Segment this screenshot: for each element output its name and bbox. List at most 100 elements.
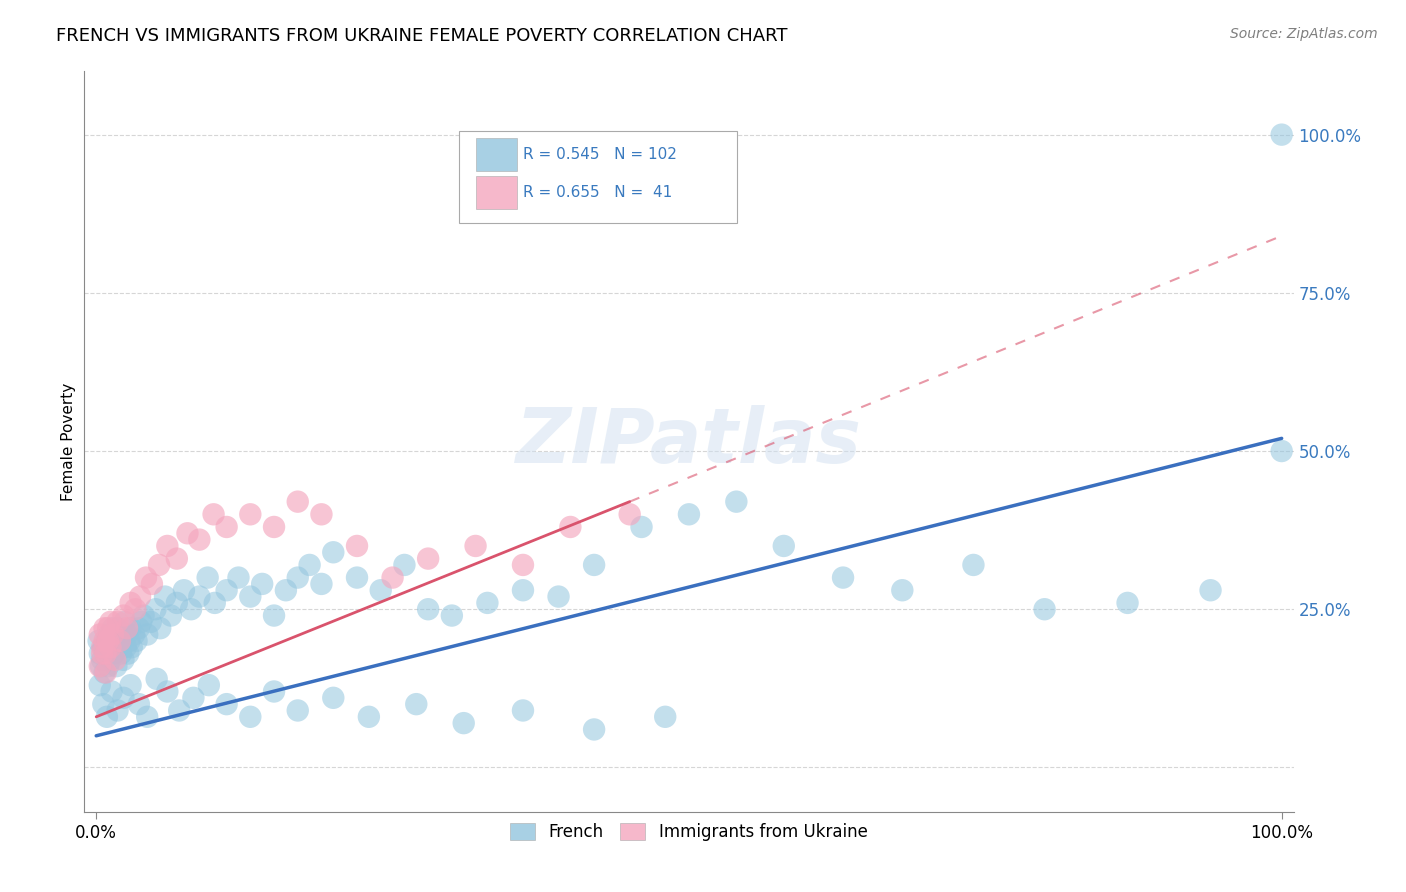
Point [107,703,129,717]
Point [124,602,146,616]
Point [93,633,115,648]
Point [115,627,138,641]
Point [891,583,914,598]
Point [464,539,486,553]
Point [311,508,333,522]
Point [204,596,226,610]
Point [197,571,219,585]
Point [381,571,404,585]
Point [107,615,129,629]
Point [111,633,134,648]
Point [132,608,155,623]
Point [370,583,392,598]
Point [1116,596,1139,610]
Point [166,596,188,610]
Point [311,577,333,591]
Point [160,608,183,623]
Point [188,590,211,604]
Point [287,703,309,717]
Point [135,571,157,585]
Point [145,672,167,686]
Point [129,590,152,604]
Point [198,678,221,692]
Point [101,627,124,641]
Y-axis label: Female Poverty: Female Poverty [60,383,76,500]
FancyBboxPatch shape [477,177,517,209]
Point [263,608,285,623]
Point [112,653,135,667]
Point [346,571,368,585]
Point [103,647,125,661]
Point [100,640,122,655]
Point [630,520,652,534]
Point [287,494,309,508]
Point [215,520,238,534]
Point [583,558,606,572]
Point [93,665,115,680]
FancyBboxPatch shape [460,130,737,223]
Point [263,684,285,698]
Text: R = 0.545   N = 102: R = 0.545 N = 102 [523,147,678,161]
Point [120,678,142,692]
Point [274,583,297,598]
Point [108,627,131,641]
Point [215,697,238,711]
Point [440,608,463,623]
Point [239,590,262,604]
Point [93,621,115,635]
Point [89,647,111,661]
Point [156,684,179,698]
Point [322,690,344,705]
Point [145,602,167,616]
Point [118,633,141,648]
Point [91,640,114,655]
Point [121,640,143,655]
Point [91,697,114,711]
Point [239,710,262,724]
Point [128,697,150,711]
Point [91,640,114,655]
Point [173,583,195,598]
Point [153,590,176,604]
Point [101,621,124,635]
Point [89,659,111,673]
Point [136,627,159,641]
Point [91,647,114,661]
Text: ZIPatlas: ZIPatlas [516,405,862,478]
Point [97,659,120,673]
Point [139,615,162,629]
Point [148,558,170,572]
Point [100,640,122,655]
Point [772,539,794,553]
Legend: French, Immigrants from Ukraine: French, Immigrants from Ukraine [503,816,875,847]
Point [115,640,138,655]
FancyBboxPatch shape [477,138,517,170]
Point [250,577,273,591]
Point [654,710,676,724]
Point [619,508,641,522]
Point [107,621,129,635]
Point [560,520,582,534]
Point [104,633,127,648]
Point [149,621,172,635]
Point [166,551,188,566]
Point [183,690,205,705]
Point [89,678,111,692]
Point [112,608,135,623]
Point [678,508,700,522]
Point [477,596,499,610]
Point [1033,602,1056,616]
Point [96,633,118,648]
Point [141,577,163,591]
Point [239,508,262,522]
Point [91,653,114,667]
Point [512,558,534,572]
Point [94,665,117,680]
Point [87,633,110,648]
Point [107,640,129,655]
Point [98,627,121,641]
Point [156,539,179,553]
Point [97,621,120,635]
Point [96,710,118,724]
Point [125,633,148,648]
